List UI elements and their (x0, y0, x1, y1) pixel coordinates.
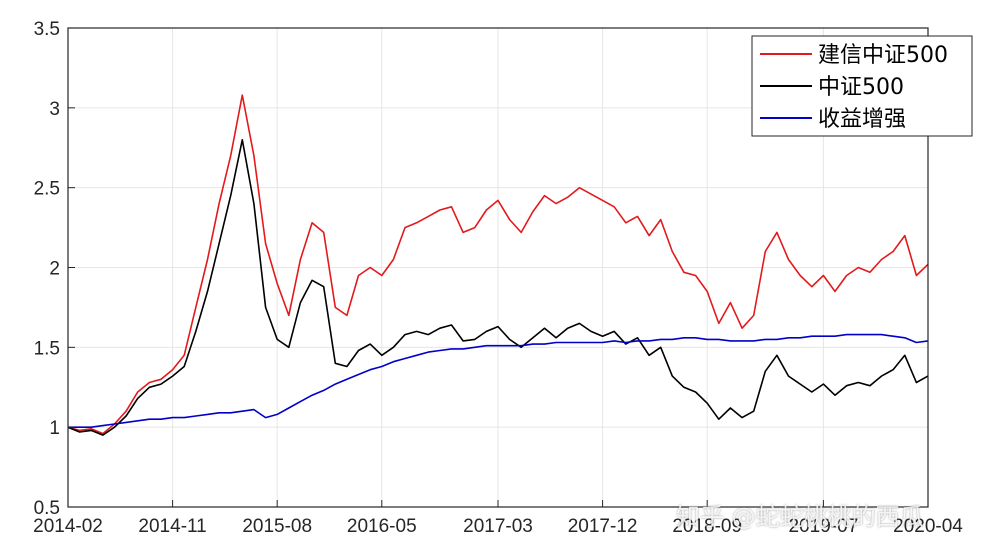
axis-ticks: 0.5 1 1.5 2 2.5 3 3.5 2014-02 2014-11 2015-08 2016… (33, 19, 963, 537)
y-tick-label: 3 (49, 99, 60, 120)
series-line-2 (68, 333, 929, 429)
legend-label: 收益增强 (818, 107, 906, 132)
plot-series (67, 94, 929, 436)
legend: 建信中证500 中证500 收益增强 (751, 35, 973, 137)
y-tick-label: 1 (49, 418, 60, 439)
y-tick-label: 1.5 (34, 338, 60, 359)
y-tick-label: 3.5 (34, 19, 60, 40)
x-tick-label: 2017-12 (568, 516, 638, 537)
x-tick-label: 2016-05 (347, 516, 417, 537)
y-tick-label: 2 (49, 259, 60, 280)
x-tick-label: 2019-07 (789, 516, 859, 537)
y-tick-label: 0.5 (34, 498, 60, 519)
x-tick-label: 2018-09 (672, 516, 742, 537)
x-tick-label: 2015-08 (242, 516, 312, 537)
watermark-text: 知乎 @蛇蛇桃桃的西瓜 (676, 503, 924, 531)
legend-label: 建信中证500 (818, 43, 948, 68)
grid-lines (67, 27, 929, 508)
y-tick-label: 2.5 (34, 179, 60, 200)
x-tick-label: 2017-03 (463, 516, 533, 537)
x-tick-label: 2020-04 (893, 516, 963, 537)
legend-label: 中证500 (818, 75, 904, 100)
series-line-1 (67, 139, 929, 436)
x-tick-label: 2014-02 (33, 516, 103, 537)
x-tick-label: 2014-11 (138, 516, 206, 537)
series-line-0 (67, 94, 929, 435)
